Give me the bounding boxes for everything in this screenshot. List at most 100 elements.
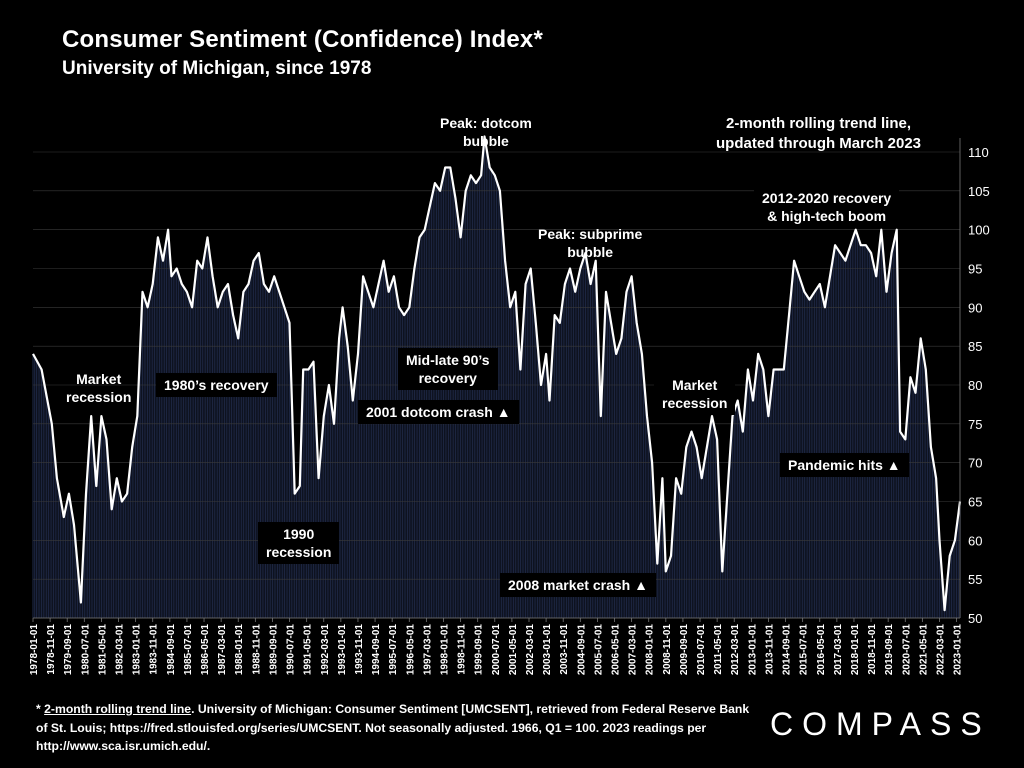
monthly-bar bbox=[480, 175, 482, 619]
monthly-bar bbox=[559, 322, 561, 618]
monthly-bar bbox=[613, 343, 616, 618]
monthly-bar bbox=[844, 260, 847, 618]
monthly-bar bbox=[152, 284, 154, 618]
compass-logo: COMPASS bbox=[770, 706, 991, 742]
monthly-bar bbox=[552, 343, 554, 618]
monthly-bar bbox=[412, 281, 414, 618]
trend-note-line-2: updated through March 2023 bbox=[716, 135, 922, 152]
y-tick-label: 110 bbox=[968, 145, 989, 160]
monthly-bar bbox=[186, 291, 188, 618]
monthly-bar bbox=[627, 286, 629, 618]
recovery-90s-line-2: recovery bbox=[418, 370, 477, 386]
monthly-bar bbox=[716, 439, 718, 618]
monthly-bar bbox=[711, 416, 713, 618]
monthly-bar bbox=[795, 265, 797, 618]
monthly-bar bbox=[861, 245, 864, 618]
monthly-bar bbox=[913, 387, 915, 618]
monthly-bar bbox=[925, 369, 927, 618]
monthly-bar bbox=[71, 514, 73, 618]
monthly-bar bbox=[834, 245, 836, 618]
monthly-bar bbox=[781, 369, 783, 618]
monthly-bar bbox=[750, 390, 752, 618]
monthly-bar bbox=[610, 322, 612, 618]
monthly-bar bbox=[742, 431, 744, 618]
monthly-bar bbox=[406, 309, 409, 618]
monthly-bar bbox=[37, 363, 39, 618]
monthly-bar bbox=[95, 485, 97, 618]
monthly-bar bbox=[200, 265, 202, 618]
x-tick-label: 2020-07-01 bbox=[901, 624, 912, 676]
monthly-bar bbox=[935, 478, 937, 618]
monthly-bar bbox=[918, 356, 920, 618]
monthly-bar bbox=[682, 478, 684, 618]
monthly-bar bbox=[119, 493, 121, 618]
monthly-bar bbox=[837, 250, 840, 618]
monthly-bar bbox=[141, 291, 144, 618]
monthly-bar bbox=[58, 487, 60, 618]
monthly-bar bbox=[492, 172, 494, 618]
x-tick-label: 1987-03-01 bbox=[217, 624, 228, 676]
monthly-bar bbox=[348, 364, 351, 618]
y-tick-label: 90 bbox=[968, 300, 982, 315]
monthly-bar bbox=[235, 330, 238, 618]
monthly-bar bbox=[914, 392, 917, 618]
monthly-bar bbox=[201, 268, 203, 618]
monthly-bar bbox=[882, 250, 884, 618]
x-tick-label: 2006-05-01 bbox=[611, 624, 622, 676]
monthly-bar bbox=[576, 284, 578, 618]
monthly-bar bbox=[247, 284, 250, 618]
monthly-bar bbox=[223, 289, 226, 618]
recession-1990-line-2: recession bbox=[266, 544, 332, 560]
monthly-bar bbox=[873, 268, 876, 618]
monthly-bar bbox=[265, 286, 267, 618]
monthly-bar bbox=[731, 416, 734, 618]
monthly-bar bbox=[699, 467, 701, 618]
monthly-bar bbox=[755, 369, 758, 618]
monthly-bar bbox=[244, 289, 246, 618]
monthly-bar bbox=[312, 361, 315, 618]
monthly-bar bbox=[285, 312, 287, 618]
monthly-bar bbox=[687, 441, 689, 618]
x-tick-label: 1992-03-01 bbox=[320, 624, 331, 676]
x-tick-label: 2022-03-01 bbox=[935, 624, 946, 676]
x-tick-label: 1983-01-01 bbox=[132, 624, 143, 676]
trend-note-line-1: 2-month rolling trend line, bbox=[726, 115, 912, 132]
market-recession-2-line-1: Market bbox=[672, 377, 718, 393]
monthly-bar bbox=[846, 255, 848, 619]
monthly-bar bbox=[61, 507, 63, 618]
monthly-bar bbox=[153, 268, 156, 618]
monthly-bar bbox=[697, 457, 699, 618]
monthly-bar bbox=[694, 441, 696, 618]
monthly-bar bbox=[865, 245, 867, 618]
monthly-bar bbox=[562, 296, 564, 618]
monthly-bar bbox=[229, 294, 231, 618]
monthly-bar bbox=[603, 333, 605, 618]
x-tick-label: 2019-09-01 bbox=[884, 624, 895, 676]
annotation-1990-recession: 1990 recession bbox=[258, 522, 340, 564]
monthly-bar bbox=[51, 423, 53, 618]
monthly-bar bbox=[916, 374, 918, 618]
monthly-bar bbox=[670, 555, 672, 618]
monthly-bar bbox=[860, 245, 862, 618]
monthly-bar bbox=[124, 496, 126, 618]
monthly-bar bbox=[160, 252, 162, 618]
monthly-bar bbox=[735, 405, 737, 618]
x-tick-label: 2015-07-01 bbox=[799, 624, 810, 676]
monthly-bar bbox=[131, 447, 133, 618]
monthly-bar bbox=[174, 271, 176, 618]
monthly-bar bbox=[622, 322, 624, 618]
monthly-bar bbox=[579, 268, 581, 618]
monthly-bar bbox=[762, 369, 764, 618]
monthly-bar bbox=[345, 333, 347, 618]
monthly-bar bbox=[80, 602, 82, 618]
monthly-bar bbox=[923, 359, 925, 618]
monthly-bar bbox=[203, 258, 205, 618]
monthly-bar bbox=[535, 322, 537, 618]
monthly-bar bbox=[574, 291, 576, 618]
x-tick-label: 1998-11-01 bbox=[457, 624, 468, 675]
monthly-bar bbox=[218, 302, 221, 618]
footnote-trend-line-link[interactable]: 2-month rolling trend line bbox=[44, 702, 192, 716]
monthly-bar bbox=[177, 273, 179, 618]
monthly-bar bbox=[685, 447, 687, 618]
x-tick-label: 2018-01-01 bbox=[850, 624, 861, 676]
